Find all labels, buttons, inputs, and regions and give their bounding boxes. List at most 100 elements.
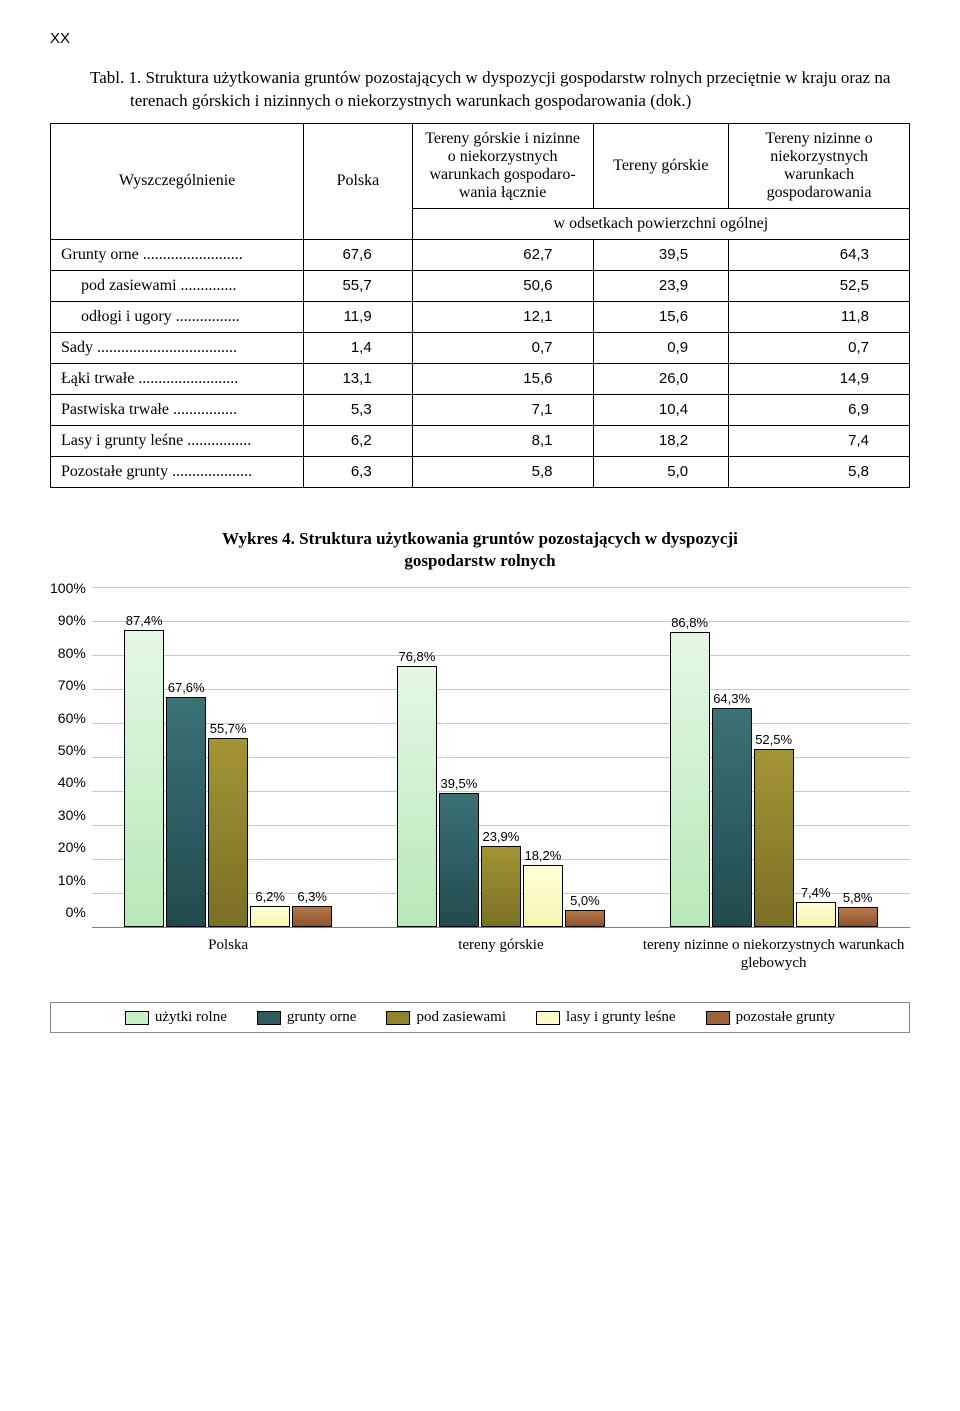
bar-label: 39,5% (440, 776, 477, 791)
table-row: Lasy i grunty leśne ................6,28… (51, 425, 910, 456)
legend-swatch (706, 1011, 730, 1025)
cell: 39,5 (593, 239, 729, 270)
col-subheader: w odsetkach powierzchni ogólnej (412, 208, 909, 239)
cell: 10,4 (593, 394, 729, 425)
cell: 5,0 (593, 456, 729, 487)
chart-yaxis: 100%90%80%70%60%50%40%30%20%10%0% (50, 580, 92, 920)
ytick: 90% (50, 612, 86, 628)
bar-label: 55,7% (210, 721, 247, 736)
table-row: Pastwiska trwałe ................5,37,11… (51, 394, 910, 425)
bar (292, 906, 332, 927)
cell: 6,9 (729, 394, 910, 425)
cell: 14,9 (729, 363, 910, 394)
row-label: Sady ................................... (51, 332, 304, 363)
col-header-1: Polska (304, 123, 413, 239)
bar (838, 907, 878, 927)
bar-label: 64,3% (713, 691, 750, 706)
bar-label: 6,2% (255, 889, 285, 904)
legend-label: grunty orne (287, 1009, 357, 1026)
cell: 0,7 (729, 332, 910, 363)
table-caption: Tabl. 1. Struktura użytkowania gruntów p… (90, 67, 910, 113)
legend-item: pozostałe grunty (706, 1009, 836, 1026)
ytick: 10% (50, 872, 86, 888)
bar (250, 906, 290, 927)
bar-label: 67,6% (168, 680, 205, 695)
legend-swatch (257, 1011, 281, 1025)
xlabel: tereny górskie (365, 936, 638, 972)
row-label: Łąki trwałe ......................... (51, 363, 304, 394)
cell: 50,6 (412, 270, 593, 301)
legend-label: pozostałe grunty (736, 1009, 836, 1026)
bar (397, 666, 437, 927)
bar-label: 86,8% (671, 615, 708, 630)
ytick: 70% (50, 677, 86, 693)
table-row: pod zasiewami ..............55,750,623,9… (51, 270, 910, 301)
bar (523, 865, 563, 927)
bar-label: 5,8% (843, 890, 873, 905)
cell: 13,1 (304, 363, 413, 394)
chart-xlabels: Polskatereny górskietereny nizinne o nie… (92, 936, 910, 972)
cell: 15,6 (593, 301, 729, 332)
col-header-0: Wyszczególnienie (51, 123, 304, 239)
ytick: 50% (50, 742, 86, 758)
legend-item: lasy i grunty leśne (536, 1009, 676, 1026)
cell: 11,8 (729, 301, 910, 332)
legend-label: użytki rolne (155, 1009, 227, 1026)
bar-label: 6,3% (297, 889, 327, 904)
cell: 7,4 (729, 425, 910, 456)
cell: 23,9 (593, 270, 729, 301)
bar (712, 708, 752, 927)
bar-label: 18,2% (524, 848, 561, 863)
cell: 11,9 (304, 301, 413, 332)
bar-label: 76,8% (398, 649, 435, 664)
ytick: 60% (50, 710, 86, 726)
chart: 100%90%80%70%60%50%40%30%20%10%0% 87,4%6… (50, 587, 910, 972)
ytick: 30% (50, 807, 86, 823)
cell: 6,2 (304, 425, 413, 456)
ytick: 80% (50, 645, 86, 661)
cell: 64,3 (729, 239, 910, 270)
cell: 1,4 (304, 332, 413, 363)
bar-label: 23,9% (482, 829, 519, 844)
bar-group: 76,8% 39,5% 23,9% 18,2% 5,0% (365, 587, 638, 927)
row-label: Lasy i grunty leśne ................ (51, 425, 304, 456)
legend-swatch (386, 1011, 410, 1025)
bar-label: 87,4% (126, 613, 163, 628)
col-header-3: Tereny górskie (593, 123, 729, 208)
row-label: Grunty orne ......................... (51, 239, 304, 270)
cell: 7,1 (412, 394, 593, 425)
bar (670, 632, 710, 927)
row-label: pod zasiewami .............. (51, 270, 304, 301)
bar-label: 5,0% (570, 893, 600, 908)
bar (124, 630, 164, 927)
cell: 0,9 (593, 332, 729, 363)
bar-label: 7,4% (801, 885, 831, 900)
row-label: Pozostałe grunty .................... (51, 456, 304, 487)
table-row: odłogi i ugory ................11,912,11… (51, 301, 910, 332)
cell: 6,3 (304, 456, 413, 487)
page-marker: XX (50, 30, 910, 47)
legend-item: pod zasiewami (386, 1009, 506, 1026)
cell: 55,7 (304, 270, 413, 301)
chart-legend: użytki rolne grunty orne pod zasiewami lasy… (50, 1002, 910, 1033)
xlabel: Polska (92, 936, 365, 972)
cell: 15,6 (412, 363, 593, 394)
ytick: 40% (50, 774, 86, 790)
bar (754, 749, 794, 928)
table-row: Grunty orne .........................67,… (51, 239, 910, 270)
legend-swatch (536, 1011, 560, 1025)
table-row: Sady ...................................… (51, 332, 910, 363)
cell: 62,7 (412, 239, 593, 270)
cell: 26,0 (593, 363, 729, 394)
cell: 67,6 (304, 239, 413, 270)
cell: 8,1 (412, 425, 593, 456)
ytick: 100% (50, 580, 86, 596)
legend-swatch (125, 1011, 149, 1025)
cell: 12,1 (412, 301, 593, 332)
col-header-4: Tereny nizinne o niekorzy­stnych warunka… (729, 123, 910, 208)
bar (796, 902, 836, 927)
bar (565, 910, 605, 927)
cell: 0,7 (412, 332, 593, 363)
chart-plot: 87,4% 67,6% 55,7% 6,2% 6,3% 76,8% 39,5% 23,9% 18… (92, 587, 910, 928)
legend-item: grunty orne (257, 1009, 357, 1026)
